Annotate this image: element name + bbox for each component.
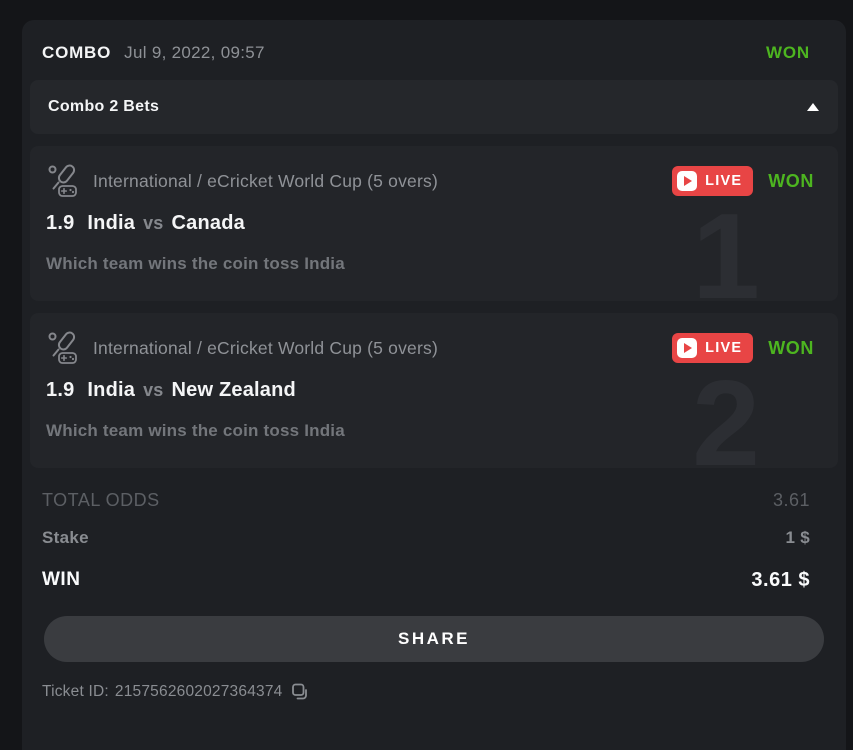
bet-league-label: International / eCricket World Cup (5 ov…	[93, 337, 438, 358]
bet-number-watermark: 2	[692, 355, 760, 468]
stake-label: Stake	[42, 528, 89, 547]
bet-ticket-card: COMBO Jul 9, 2022, 09:57 WON Combo 2 Bet…	[22, 20, 846, 750]
ticket-header: COMBO Jul 9, 2022, 09:57 WON	[30, 20, 838, 80]
total-odds-row: TOTAL ODDS 3.61	[42, 482, 810, 518]
bet-status-badge: WON	[768, 170, 814, 191]
bet-odds: 1.9	[46, 379, 75, 401]
vs-separator: vs	[143, 380, 164, 400]
win-value: 3.61 $	[751, 568, 810, 591]
bet-1-top-row: International / eCricket World Cup (5 ov…	[46, 163, 814, 199]
chevron-up-icon[interactable]	[806, 102, 820, 112]
bet-1-selection: 1.9 India vs Canada	[46, 212, 814, 235]
bet-2-selection: 1.9 India vs New Zealand	[46, 379, 814, 402]
ticket-id-value: 2157562602027364374	[114, 682, 283, 700]
copy-icon[interactable]	[290, 682, 309, 701]
home-team: India	[87, 379, 136, 401]
bet-odds: 1.9	[46, 212, 75, 234]
ecricket-sport-icon	[46, 330, 82, 366]
combo-bets-label: Combo 2 Bets	[48, 98, 160, 115]
ticket-id-label: Ticket ID:	[42, 682, 109, 700]
stake-value: 1 $	[785, 528, 810, 547]
live-badge[interactable]: LIVE	[672, 333, 754, 363]
bet-type-label: COMBO	[42, 43, 112, 62]
bet-2-top-row: International / eCricket World Cup (5 ov…	[46, 330, 814, 366]
bet-market-text: Which team wins the coin toss India	[46, 421, 345, 440]
win-row: WIN 3.61 $	[42, 558, 810, 602]
away-team: New Zealand	[171, 379, 296, 401]
live-badge[interactable]: LIVE	[672, 166, 754, 196]
share-button[interactable]: SHARE	[44, 616, 824, 662]
live-play-icon	[677, 171, 698, 191]
ecricket-sport-icon	[46, 163, 82, 199]
total-odds-label: TOTAL ODDS	[42, 489, 160, 510]
bet-datetime: Jul 9, 2022, 09:57	[124, 43, 265, 62]
bet-card-1: 1 International / eCricket World Cup (5 …	[30, 146, 838, 301]
live-label: LIVE	[705, 173, 743, 189]
bet-league-label: International / eCricket World Cup (5 ov…	[93, 170, 438, 191]
bet-status-badge: WON	[768, 337, 814, 358]
bet-card-2: 2 International / eCricket World Cup (5 …	[30, 313, 838, 468]
combo-bets-accordion[interactable]: Combo 2 Bets	[30, 80, 838, 134]
bet-number-watermark: 1	[692, 188, 760, 301]
vs-separator: vs	[143, 213, 164, 233]
live-play-icon	[677, 338, 698, 358]
win-label: WIN	[42, 569, 81, 590]
live-label: LIVE	[705, 340, 743, 356]
ticket-summary: TOTAL ODDS 3.61 Stake 1 $ WIN 3.61 $	[30, 468, 838, 602]
ticket-status-badge: WON	[766, 43, 810, 62]
bet-market-text: Which team wins the coin toss India	[46, 254, 345, 273]
total-odds-value: 3.61	[772, 489, 810, 510]
away-team: Canada	[171, 212, 245, 234]
stake-row: Stake 1 $	[42, 518, 810, 558]
home-team: India	[87, 212, 136, 234]
ticket-id-row: Ticket ID: 2157562602027364374	[30, 662, 838, 701]
